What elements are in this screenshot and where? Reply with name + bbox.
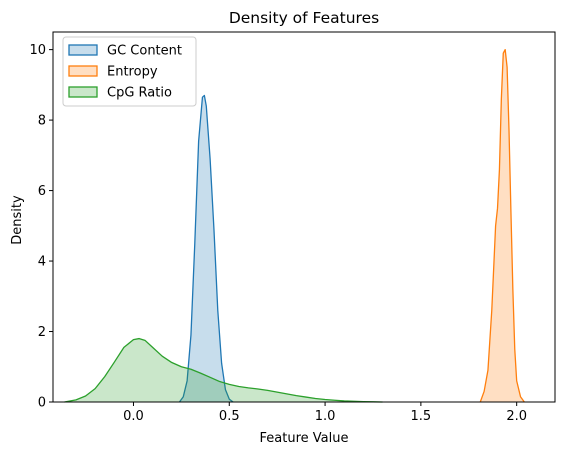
legend-label-gc-content: GC Content <box>107 44 182 59</box>
y-tick-label: 2 <box>38 325 46 340</box>
legend-label-cpg-ratio: CpG Ratio <box>107 86 172 101</box>
plot-area <box>64 48 525 403</box>
x-tick-label: 0.5 <box>219 409 240 424</box>
y-tick-label: 0 <box>38 396 46 411</box>
y-tick-label: 8 <box>38 114 46 129</box>
x-tick-label: 0.0 <box>123 409 144 424</box>
series-line-entropy <box>479 48 525 403</box>
x-tick-label: 1.0 <box>315 409 336 424</box>
legend-frame <box>62 36 197 107</box>
x-axis-ticks: 0.0 0.5 1.0 1.5 2.0 <box>123 402 527 424</box>
y-tick-label: 4 <box>38 255 46 270</box>
legend-label-entropy: Entropy <box>107 65 158 80</box>
series-area-cpg-ratio <box>64 338 383 402</box>
legend-swatch-entropy <box>68 65 98 77</box>
legend-swatch-cpg-ratio <box>68 86 98 98</box>
legend-entries: GC Content Entropy CpG Ratio <box>68 44 182 101</box>
x-tick-label: 2.0 <box>506 409 527 424</box>
y-axis-label: Density <box>10 195 25 245</box>
series-line-gc-content <box>178 94 234 403</box>
y-axis-ticks: 0 2 4 6 8 10 <box>29 43 53 411</box>
y-tick-label: 6 <box>38 184 46 199</box>
series-line-cpg-ratio <box>64 337 383 403</box>
legend-swatch-gc-content <box>68 44 98 56</box>
legend: GC Content Entropy CpG Ratio <box>62 36 197 107</box>
y-tick-label: 10 <box>29 43 46 58</box>
plot-frame <box>52 31 556 403</box>
x-tick-label: 1.5 <box>411 409 432 424</box>
series-area-gc-content <box>179 95 234 403</box>
x-axis-label: Feature Value <box>260 431 349 446</box>
chart-title: Density of Features <box>229 9 379 27</box>
